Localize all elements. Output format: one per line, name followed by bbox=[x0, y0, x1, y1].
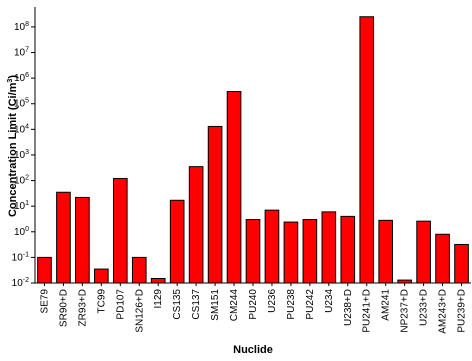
bar bbox=[397, 279, 412, 284]
y-tick-base: 10 bbox=[14, 201, 26, 212]
x-tick-label: SR90+D bbox=[58, 289, 69, 327]
bar bbox=[207, 125, 223, 284]
x-tick-label: I129 bbox=[153, 289, 164, 309]
y-tick-exp: -2 bbox=[23, 277, 29, 284]
bar bbox=[416, 220, 431, 284]
bar bbox=[359, 16, 375, 284]
y-tick-base: 10 bbox=[14, 22, 26, 33]
x-tick-label: CS135 bbox=[172, 289, 183, 320]
y-tick-exp: 7 bbox=[25, 47, 29, 54]
y-tick-base: 10 bbox=[14, 124, 26, 135]
y-tick-label: 107 bbox=[14, 47, 29, 59]
bar bbox=[75, 196, 90, 284]
x-tick-label: SE79 bbox=[39, 289, 50, 314]
bar bbox=[283, 221, 299, 284]
bar bbox=[302, 219, 318, 284]
x-tick-label: SM151 bbox=[210, 289, 221, 321]
x-tick-label: AM241 bbox=[381, 289, 392, 321]
y-tick-exp: 3 bbox=[25, 149, 29, 156]
bar bbox=[169, 199, 185, 284]
y-tick-label: 105 bbox=[14, 98, 29, 110]
y-tick-base: 10 bbox=[14, 150, 26, 161]
y-tick-base: 10 bbox=[14, 176, 26, 187]
x-tick-label: PU240 bbox=[248, 289, 259, 320]
x-tick-label: U238+D bbox=[343, 289, 354, 326]
y-axis-title-end: ) bbox=[7, 75, 19, 79]
bar bbox=[378, 219, 394, 284]
y-tick-exp: 0 bbox=[25, 226, 29, 233]
y-tick-label: 102 bbox=[14, 175, 29, 187]
y-tick-label: 10-2 bbox=[12, 277, 29, 289]
y-axis-title-main: Concentration Limit (Ci/m bbox=[7, 82, 19, 217]
x-tick-label: U234 bbox=[324, 289, 335, 313]
x-tick-label: NP237+D bbox=[400, 289, 411, 333]
x-tick-label: PU238 bbox=[286, 289, 297, 320]
x-tick-label: CS137 bbox=[191, 289, 202, 320]
bar bbox=[150, 277, 166, 284]
y-tick-base: 10 bbox=[14, 48, 26, 59]
bar bbox=[321, 211, 337, 284]
bar bbox=[264, 209, 280, 284]
bar bbox=[188, 166, 204, 284]
x-tick-label: PU241+D bbox=[362, 289, 373, 333]
y-tick-label: 101 bbox=[14, 200, 29, 212]
bar bbox=[131, 256, 147, 284]
x-tick-label: AM243+D bbox=[438, 289, 449, 334]
y-tick-base: 10 bbox=[12, 252, 24, 263]
x-tick-label: U236 bbox=[267, 289, 278, 313]
bar bbox=[37, 256, 52, 284]
y-axis-title-sup: 3 bbox=[7, 79, 14, 83]
y-tick-label: 103 bbox=[14, 149, 29, 161]
y-tick-base: 10 bbox=[14, 227, 26, 238]
y-tick-label: 100 bbox=[14, 226, 29, 238]
y-tick-label: 104 bbox=[14, 123, 29, 135]
y-tick-exp: 5 bbox=[25, 98, 29, 105]
y-tick-base: 10 bbox=[12, 278, 24, 289]
bar bbox=[94, 268, 109, 284]
bar bbox=[226, 91, 242, 284]
x-tick-label: TC99 bbox=[96, 289, 107, 314]
y-tick-exp: 1 bbox=[25, 200, 29, 207]
x-tick-label: SN126+D bbox=[134, 289, 145, 333]
bar bbox=[340, 215, 356, 284]
x-tick-label: PU239+D bbox=[457, 289, 468, 333]
y-tick-exp: 6 bbox=[25, 72, 29, 79]
y-tick-exp: 2 bbox=[25, 175, 29, 182]
x-tick-label: ZR93+D bbox=[77, 289, 88, 327]
bar bbox=[245, 219, 261, 284]
y-tick-base: 10 bbox=[14, 73, 26, 84]
y-tick-exp: -1 bbox=[23, 251, 29, 258]
y-tick-label: 10-1 bbox=[12, 251, 29, 263]
y-tick-exp: 4 bbox=[25, 123, 29, 130]
bar bbox=[454, 243, 469, 284]
x-tick-label: U233+D bbox=[419, 289, 430, 326]
y-tick-exp: 8 bbox=[25, 21, 29, 28]
x-tick-label: PD107 bbox=[115, 289, 126, 320]
x-tick-label: PU242 bbox=[305, 289, 316, 320]
y-axis-title: Concentration Limit (Ci/m3) bbox=[7, 75, 19, 217]
bar bbox=[112, 178, 128, 284]
bar bbox=[56, 191, 71, 284]
x-tick-label: CM244 bbox=[229, 289, 240, 322]
y-tick-base: 10 bbox=[14, 99, 26, 110]
x-axis-title: Nuclide bbox=[233, 344, 273, 356]
y-tick-label: 106 bbox=[14, 72, 29, 84]
bar bbox=[435, 233, 450, 284]
y-tick-label: 108 bbox=[14, 21, 29, 33]
